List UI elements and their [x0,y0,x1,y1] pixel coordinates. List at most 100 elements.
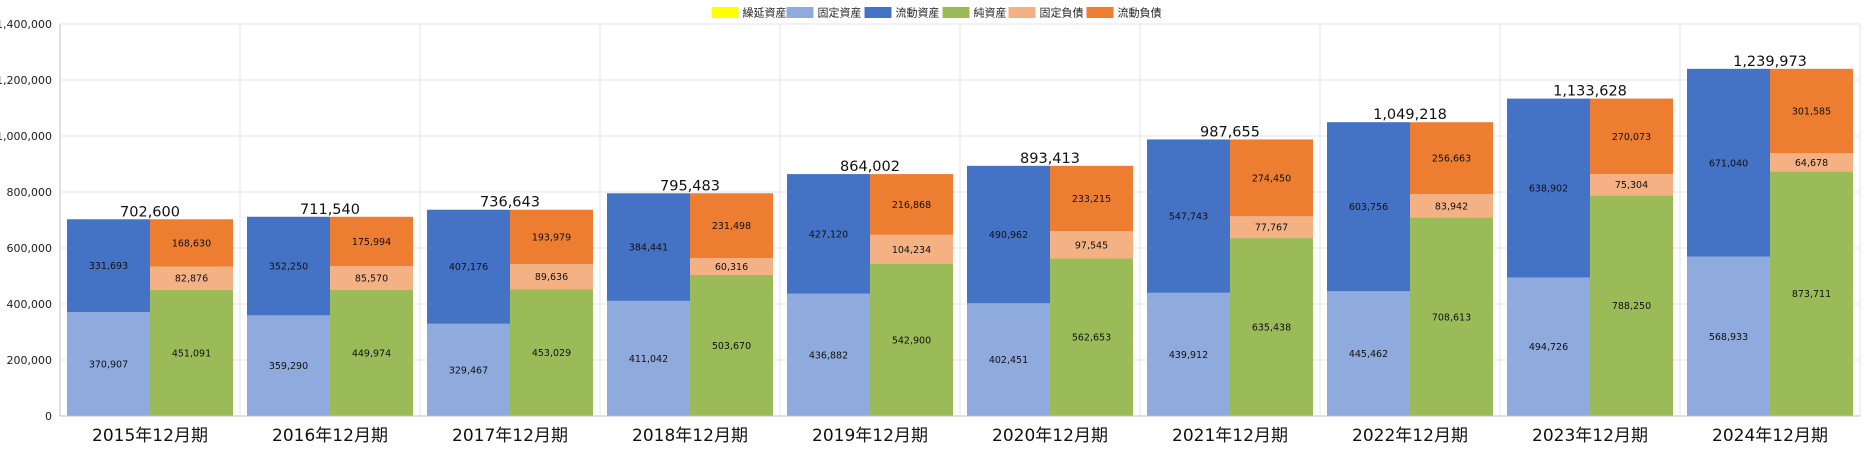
data-label: 445,462 [1349,349,1388,360]
total-label: 795,483 [660,178,720,194]
total-label: 987,655 [1200,124,1260,140]
data-label: 407,176 [449,262,488,273]
bar-segment [1590,98,1673,175]
bar-segment [247,216,330,316]
bar-segment [870,263,953,416]
data-label: 77,767 [1255,223,1288,234]
legend-label: 固定負債 [1040,6,1084,20]
data-label: 494,726 [1529,342,1568,353]
data-label: 451,091 [172,348,211,359]
legend-label: 流動資産 [896,6,940,20]
legend-item: 流動負債 [1086,6,1162,20]
data-label: 635,438 [1252,323,1291,334]
legend-swatch [786,7,814,18]
data-label: 436,882 [809,350,848,361]
y-tick-label: 0 [45,410,52,423]
x-tick-label: 2023年12月期 [1532,426,1648,446]
bar-segment [330,216,413,267]
bar-segment [1507,98,1590,278]
data-label: 331,693 [89,261,128,272]
bar-segment [1687,256,1770,416]
data-label: 274,450 [1252,173,1291,184]
data-label: 301,585 [1792,107,1831,118]
data-label: 873,711 [1792,289,1831,300]
legend-swatch [864,7,892,18]
legend-label: 流動負債 [1118,6,1162,20]
y-tick-label: 1,000,000 [0,130,52,143]
bar-segment [247,315,330,416]
data-label: 453,029 [532,348,571,359]
data-label: 216,868 [892,200,931,211]
data-label: 638,902 [1529,184,1568,195]
data-label: 568,933 [1709,332,1748,343]
bar-segment [510,289,593,416]
legend-label: 固定資産 [818,6,862,20]
bar-segment [787,293,870,416]
total-label: 702,600 [120,204,180,220]
bar-segment [1590,195,1673,416]
bar-segment [1230,238,1313,416]
bar-segment [510,209,593,265]
data-label: 85,570 [355,274,388,285]
data-label: 104,234 [892,245,931,256]
total-label: 864,002 [840,159,900,175]
y-tick-label: 400,000 [7,298,53,311]
bar-segment [1050,231,1133,259]
legend: 繰延資産 固定資産 流動資産 純資産 固定負債 流動負債 [711,6,1162,20]
bar-segment [1590,174,1673,196]
x-tick-label: 2022年12月期 [1352,426,1468,446]
data-label: 547,743 [1169,212,1208,223]
bar-segment [1327,122,1410,292]
data-label: 175,994 [352,237,391,248]
data-label: 82,876 [175,274,208,285]
data-labels: 370,907 331,693 451,091 82,876 168,630 702,60… [89,54,1831,377]
bar-segment [67,219,150,313]
bar-segment [427,209,510,324]
total-label: 1,239,973 [1733,54,1807,70]
bar-segment [787,174,870,294]
legend-item: 固定資産 [786,6,862,20]
bar-segment [330,290,413,416]
bar-segment [1410,217,1493,416]
bar-segment [1147,292,1230,416]
bar-segment [1230,216,1313,239]
legend-label: 繰延資産 [743,6,787,20]
bar-segment [1770,171,1853,416]
bar-segment [150,289,233,416]
data-label: 542,900 [892,335,931,346]
bar-segment [870,234,953,264]
x-tick-label: 2024年12月期 [1712,426,1828,446]
data-label: 427,120 [809,229,848,240]
y-tick-label: 800,000 [7,186,53,199]
legend-item: 繰延資産 [711,6,787,20]
bar-segment [967,165,1050,304]
data-label: 193,979 [532,232,571,243]
bar-segment [510,264,593,290]
legend-label: 純資産 [974,7,1007,20]
y-tick-label: 1,400,000 [0,18,52,31]
bars [67,68,1853,416]
bar-segment [607,193,690,301]
data-label: 490,962 [989,230,1028,241]
bar-segment [1687,68,1770,257]
total-label: 711,540 [300,202,360,218]
legend-swatch [711,7,739,18]
data-label: 370,907 [89,360,128,371]
x-tick-label: 2018年12月期 [632,426,748,446]
legend-swatch [1086,7,1114,18]
x-tick-label: 2019年12月期 [812,426,928,446]
data-label: 329,467 [449,365,488,376]
bar-segment [967,303,1050,416]
bar-segment [1770,68,1853,154]
data-label: 64,678 [1795,158,1828,169]
y-tick-label: 1,200,000 [0,74,52,87]
data-label: 270,073 [1612,132,1651,143]
legend-item: 固定負債 [1008,6,1084,20]
data-label: 503,670 [712,341,751,352]
data-label: 603,756 [1349,202,1388,213]
data-label: 411,042 [629,354,668,365]
x-tick-label: 2017年12月期 [452,426,568,446]
bar-segment [1410,194,1493,218]
data-label: 562,653 [1072,333,1111,344]
data-label: 359,290 [269,361,308,372]
